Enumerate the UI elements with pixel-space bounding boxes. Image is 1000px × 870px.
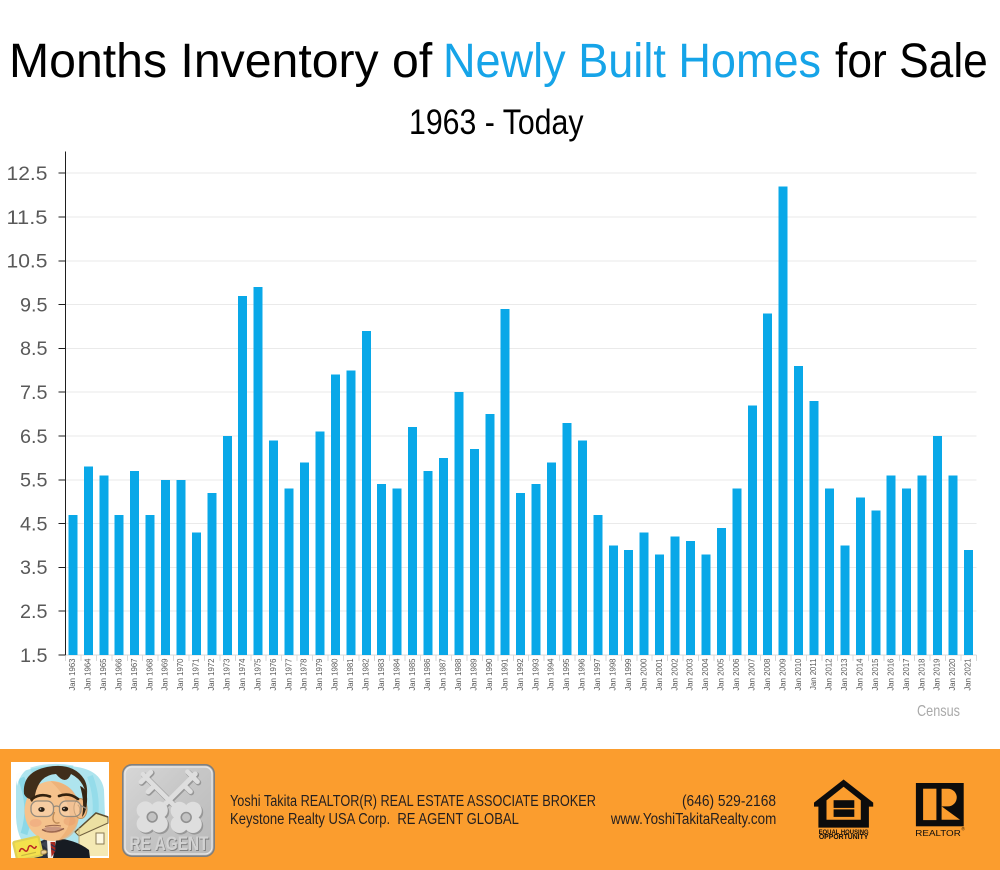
svg-text:Jan 1997: Jan 1997 [593,659,602,691]
svg-text:®: ® [962,826,966,832]
svg-text:Jan 1996: Jan 1996 [578,659,587,691]
svg-text:Jan 1973: Jan 1973 [223,659,232,691]
svg-text:Jan 1964: Jan 1964 [84,658,93,691]
svg-text:Jan 1993: Jan 1993 [531,659,540,691]
svg-text:Jan 2004: Jan 2004 [701,658,710,691]
svg-text:Jan 1976: Jan 1976 [269,659,278,691]
svg-text:Jan 2005: Jan 2005 [717,658,726,691]
svg-text:12.5: 12.5 [7,163,48,185]
svg-text:7.5: 7.5 [20,382,48,404]
svg-text:Jan 1988: Jan 1988 [454,659,463,691]
svg-text:Jan 2017: Jan 2017 [902,659,911,691]
svg-text:Jan 1978: Jan 1978 [300,659,309,691]
svg-text:Jan 1983: Jan 1983 [377,659,386,691]
svg-text:EQUAL HOUSING: EQUAL HOUSING [819,829,869,836]
svg-text:Jan 1969: Jan 1969 [161,659,170,691]
svg-text:Jan 1971: Jan 1971 [192,659,201,691]
svg-text:Jan 1992: Jan 1992 [516,659,525,691]
svg-text:10.5: 10.5 [7,251,48,273]
svg-text:Jan 2015: Jan 2015 [871,658,880,691]
svg-text:Jan 2014: Jan 2014 [856,658,865,691]
svg-text:Jan 1989: Jan 1989 [470,659,479,691]
svg-text:Jan 1967: Jan 1967 [130,659,139,691]
svg-text:1.5: 1.5 [20,645,48,667]
svg-text:Jan 1987: Jan 1987 [439,659,448,691]
svg-text:Jan 2007: Jan 2007 [747,659,756,691]
svg-text:Jan 1998: Jan 1998 [609,659,618,691]
svg-text:4.5: 4.5 [20,513,48,535]
svg-text:Jan 2010: Jan 2010 [794,658,803,691]
svg-text:Jan 1985: Jan 1985 [408,658,417,691]
svg-text:Jan 1984: Jan 1984 [392,658,401,691]
svg-text:Jan 1972: Jan 1972 [207,659,216,691]
svg-text:Jan 2009: Jan 2009 [778,659,787,691]
svg-text:Jan 1982: Jan 1982 [361,659,370,691]
svg-text:11.5: 11.5 [7,207,48,229]
svg-text:6.5: 6.5 [20,426,48,448]
svg-text:RE AGENT: RE AGENT [130,834,209,855]
svg-text:3.5: 3.5 [20,557,48,579]
svg-text:Jan 2001: Jan 2001 [655,659,664,691]
svg-text:RE AGENT: RE AGENT [130,834,209,855]
svg-text:Jan 1970: Jan 1970 [176,658,185,691]
svg-text:Jan 2011: Jan 2011 [809,659,818,691]
svg-text:Jan 1999: Jan 1999 [624,659,633,691]
svg-text:Jan 1965: Jan 1965 [99,658,108,691]
svg-text:Jan 1966: Jan 1966 [114,659,123,691]
svg-text:Jan 1974: Jan 1974 [238,658,247,691]
svg-text:Jan 2000: Jan 2000 [639,658,648,691]
svg-text:Jan 1991: Jan 1991 [500,659,509,691]
svg-text:Jan 1980: Jan 1980 [331,658,340,691]
svg-text:Jan 1981: Jan 1981 [346,659,355,691]
svg-text:REALTOR: REALTOR [915,828,961,838]
svg-text:Jan 2002: Jan 2002 [670,659,679,691]
svg-text:Jan 2021: Jan 2021 [964,659,973,691]
svg-text:2.5: 2.5 [20,601,48,623]
svg-text:Jan 2006: Jan 2006 [732,659,741,691]
svg-text:Jan 1975: Jan 1975 [253,658,262,691]
svg-text:Jan 1963: Jan 1963 [68,659,77,691]
svg-text:Jan 1979: Jan 1979 [315,659,324,691]
svg-text:Jan 1995: Jan 1995 [562,658,571,691]
svg-text:Jan 2019: Jan 2019 [933,659,942,691]
svg-text:Census: Census [917,703,960,720]
svg-text:OPPORTUNITY: OPPORTUNITY [819,832,869,841]
svg-text:Jan 1990: Jan 1990 [485,658,494,691]
svg-text:Jan 1994: Jan 1994 [547,658,556,691]
svg-text:Jan 2012: Jan 2012 [825,659,834,691]
svg-text:Jan 1986: Jan 1986 [423,659,432,691]
svg-text:Jan 2013: Jan 2013 [840,659,849,691]
svg-text:5.5: 5.5 [20,470,48,492]
svg-text:Jan 2003: Jan 2003 [686,659,695,691]
svg-text:Jan 1968: Jan 1968 [145,659,154,691]
svg-text:Jan 2008: Jan 2008 [763,659,772,691]
svg-text:Jan 1977: Jan 1977 [284,659,293,691]
svg-text:Jan 2020: Jan 2020 [948,658,957,691]
svg-text:8.5: 8.5 [20,338,48,360]
svg-text:9.5: 9.5 [20,294,48,316]
svg-text:Jan 2018: Jan 2018 [917,659,926,691]
svg-text:Jan 2016: Jan 2016 [886,659,895,691]
